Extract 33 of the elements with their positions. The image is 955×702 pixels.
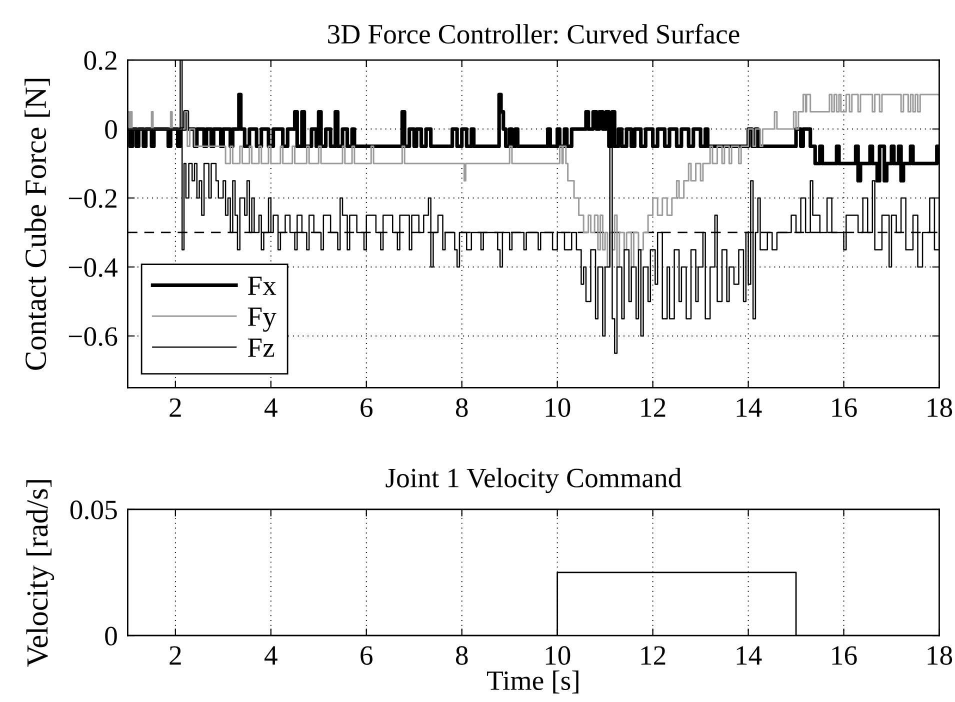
y-tick-label: 0.05 [70, 500, 117, 520]
x-tick-label: 14 [736, 646, 762, 665]
x-tick-label: 10 [546, 398, 570, 417]
x-tick-label: 18 [928, 646, 952, 665]
x-tick-label: 18 [928, 398, 952, 417]
y-tick-label: −0.4 [68, 258, 118, 278]
x-tick-label: 12 [641, 398, 666, 417]
y-tick-label: −0.6 [68, 327, 118, 346]
y-axis-title: Contact Cube Force [N] [24, 78, 50, 370]
legend-label: Fx [248, 276, 276, 295]
legend-label: Fz [248, 338, 274, 357]
x-axis-title: Time [s] [487, 670, 578, 694]
x-tick-label: 2 [170, 646, 181, 665]
x-tick-label: 8 [456, 646, 468, 665]
y-axis-title: Velocity [rad/s] [26, 480, 54, 667]
y-tick-label: −0.2 [68, 189, 116, 208]
x-tick-label: 6 [360, 646, 372, 665]
chart-title: Joint 1 Velocity Command [386, 468, 682, 494]
x-tick-label: 8 [456, 398, 468, 417]
x-tick-label: 4 [264, 398, 278, 417]
x-tick-label: 2 [170, 398, 181, 417]
y-tick-label: 0.2 [84, 51, 116, 70]
x-tick-label: 14 [736, 398, 762, 417]
chart-title: 3D Force Controller: Curved Surface [328, 24, 740, 44]
x-tick-label: 16 [832, 646, 857, 665]
y-tick-label: 0 [105, 626, 117, 646]
x-tick-label: 6 [360, 398, 372, 417]
legend-label: Fy [248, 308, 276, 332]
y-tick-label: 0 [105, 120, 117, 139]
x-tick-label: 16 [832, 398, 857, 417]
x-tick-label: 4 [264, 646, 278, 665]
x-tick-label: 10 [546, 646, 570, 665]
x-tick-label: 12 [641, 646, 666, 665]
